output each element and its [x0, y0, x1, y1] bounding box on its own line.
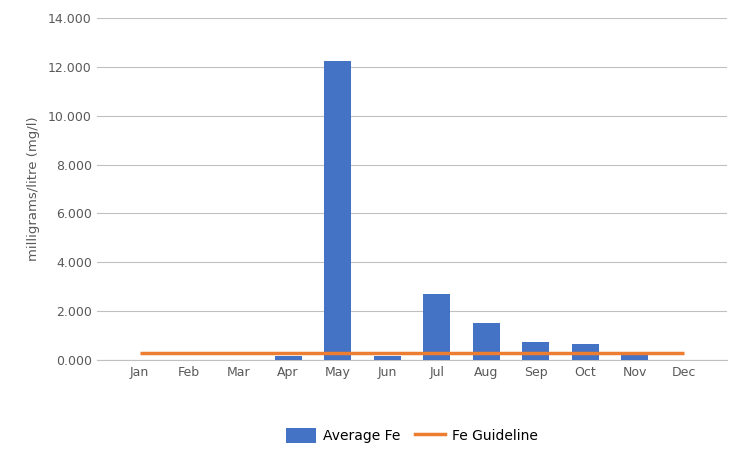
Bar	[473, 323, 500, 360]
Bar	[275, 356, 302, 360]
Y-axis label: milligrams/litre (mg/l): milligrams/litre (mg/l)	[27, 117, 40, 261]
Bar	[522, 342, 549, 360]
Bar	[374, 356, 401, 360]
Bar	[423, 294, 450, 360]
Bar	[571, 344, 599, 360]
Bar	[621, 354, 649, 360]
Legend: Average Fe, Fe Guideline: Average Fe, Fe Guideline	[280, 423, 544, 449]
Bar	[324, 61, 351, 360]
